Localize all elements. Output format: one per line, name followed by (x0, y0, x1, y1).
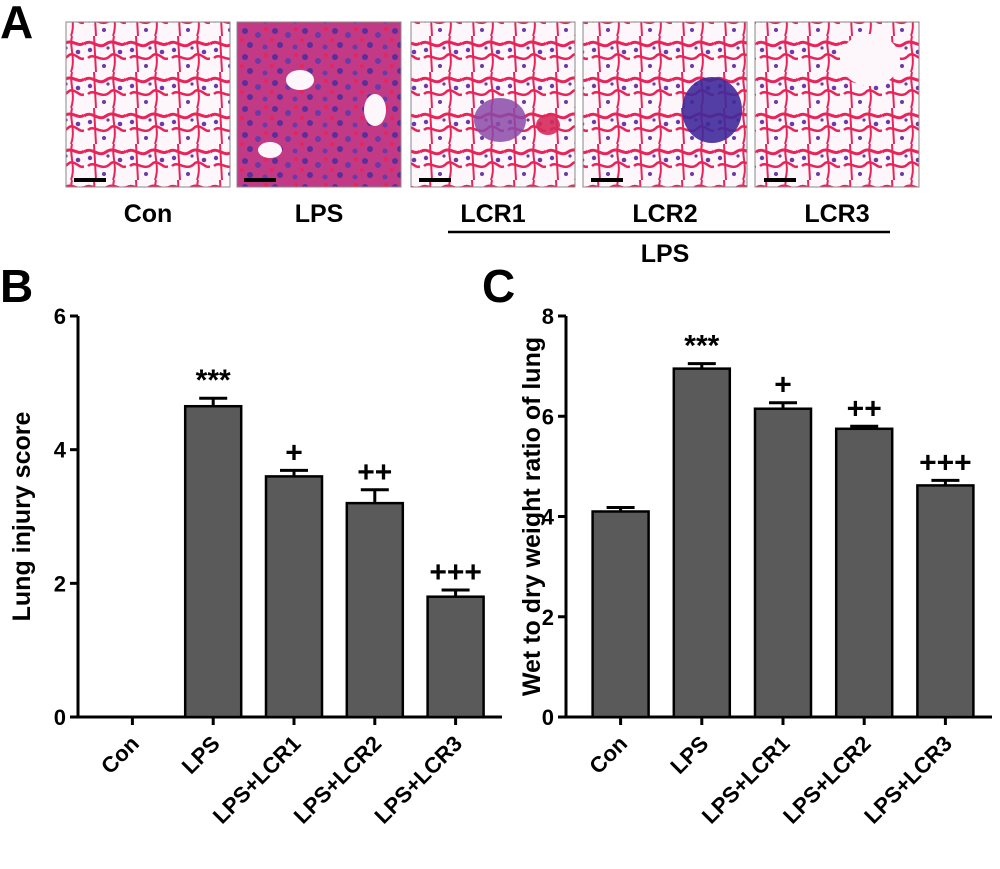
scale-bar (74, 178, 106, 182)
scale-bar (764, 178, 796, 182)
significance-label: + (285, 436, 303, 469)
significance-label: +++ (919, 446, 972, 479)
y-tick-label: 6 (54, 304, 66, 329)
bar (916, 484, 975, 719)
panel-c-letter: C (482, 260, 515, 312)
y-axis-label: Wet to dry weight ratio of lung (518, 337, 546, 696)
bar (264, 475, 324, 719)
y-axis-label: Lung injury score (8, 412, 36, 622)
micrograph-lcr1 (410, 21, 576, 188)
panel-a-letter: A (0, 0, 33, 48)
category-label: Con (96, 731, 144, 779)
micrograph-label-lps: LPS (295, 200, 344, 228)
scale-bar (419, 178, 451, 182)
bar (753, 407, 813, 719)
micrograph-lps (236, 21, 402, 188)
scale-bar (591, 178, 623, 182)
scale-bar (244, 178, 276, 182)
significance-label: ++ (357, 456, 392, 489)
bar (345, 501, 405, 719)
micrograph-con (65, 21, 231, 188)
micrograph-label-lcr2: LCR2 (632, 200, 697, 228)
category-label: LPS+LCR3 (859, 731, 957, 829)
panel-b-letter: B (0, 260, 33, 312)
micrograph-label-lcr1: LCR1 (460, 200, 525, 228)
y-tick-label: 8 (542, 304, 554, 329)
category-label: Con (584, 731, 632, 779)
significance-label: *** (684, 330, 719, 363)
micrograph-lcr3 (754, 21, 920, 188)
y-tick-label: 4 (54, 438, 67, 463)
y-tick-label: 2 (542, 605, 554, 630)
chart-wet-dry-ratio: 0 2 4 6 8 Wet to dry weight ratio of lung Con *… (518, 304, 992, 829)
bar (834, 427, 894, 719)
y-tick-label: 6 (542, 404, 554, 429)
significance-label: ++ (847, 392, 882, 425)
y-tick-label: 0 (54, 705, 66, 730)
significance-label: +++ (429, 556, 482, 589)
bar (591, 510, 650, 719)
micrograph-label-con: Con (124, 200, 173, 228)
group-label-lps: LPS (641, 240, 690, 268)
category-label: LPS (177, 731, 225, 779)
y-tick-label: 2 (54, 571, 66, 596)
y-tick-label: 4 (542, 505, 555, 530)
bar (183, 404, 243, 719)
micrograph-label-lcr3: LCR3 (804, 200, 869, 228)
micrograph-lcr2 (582, 21, 748, 188)
significance-label: + (774, 369, 792, 402)
category-label: LPS+LCR3 (369, 731, 467, 829)
bar (672, 367, 732, 719)
category-label: LPS (665, 731, 713, 779)
bar (426, 595, 485, 719)
y-tick-label: 0 (542, 705, 554, 730)
significance-label: *** (196, 364, 231, 397)
